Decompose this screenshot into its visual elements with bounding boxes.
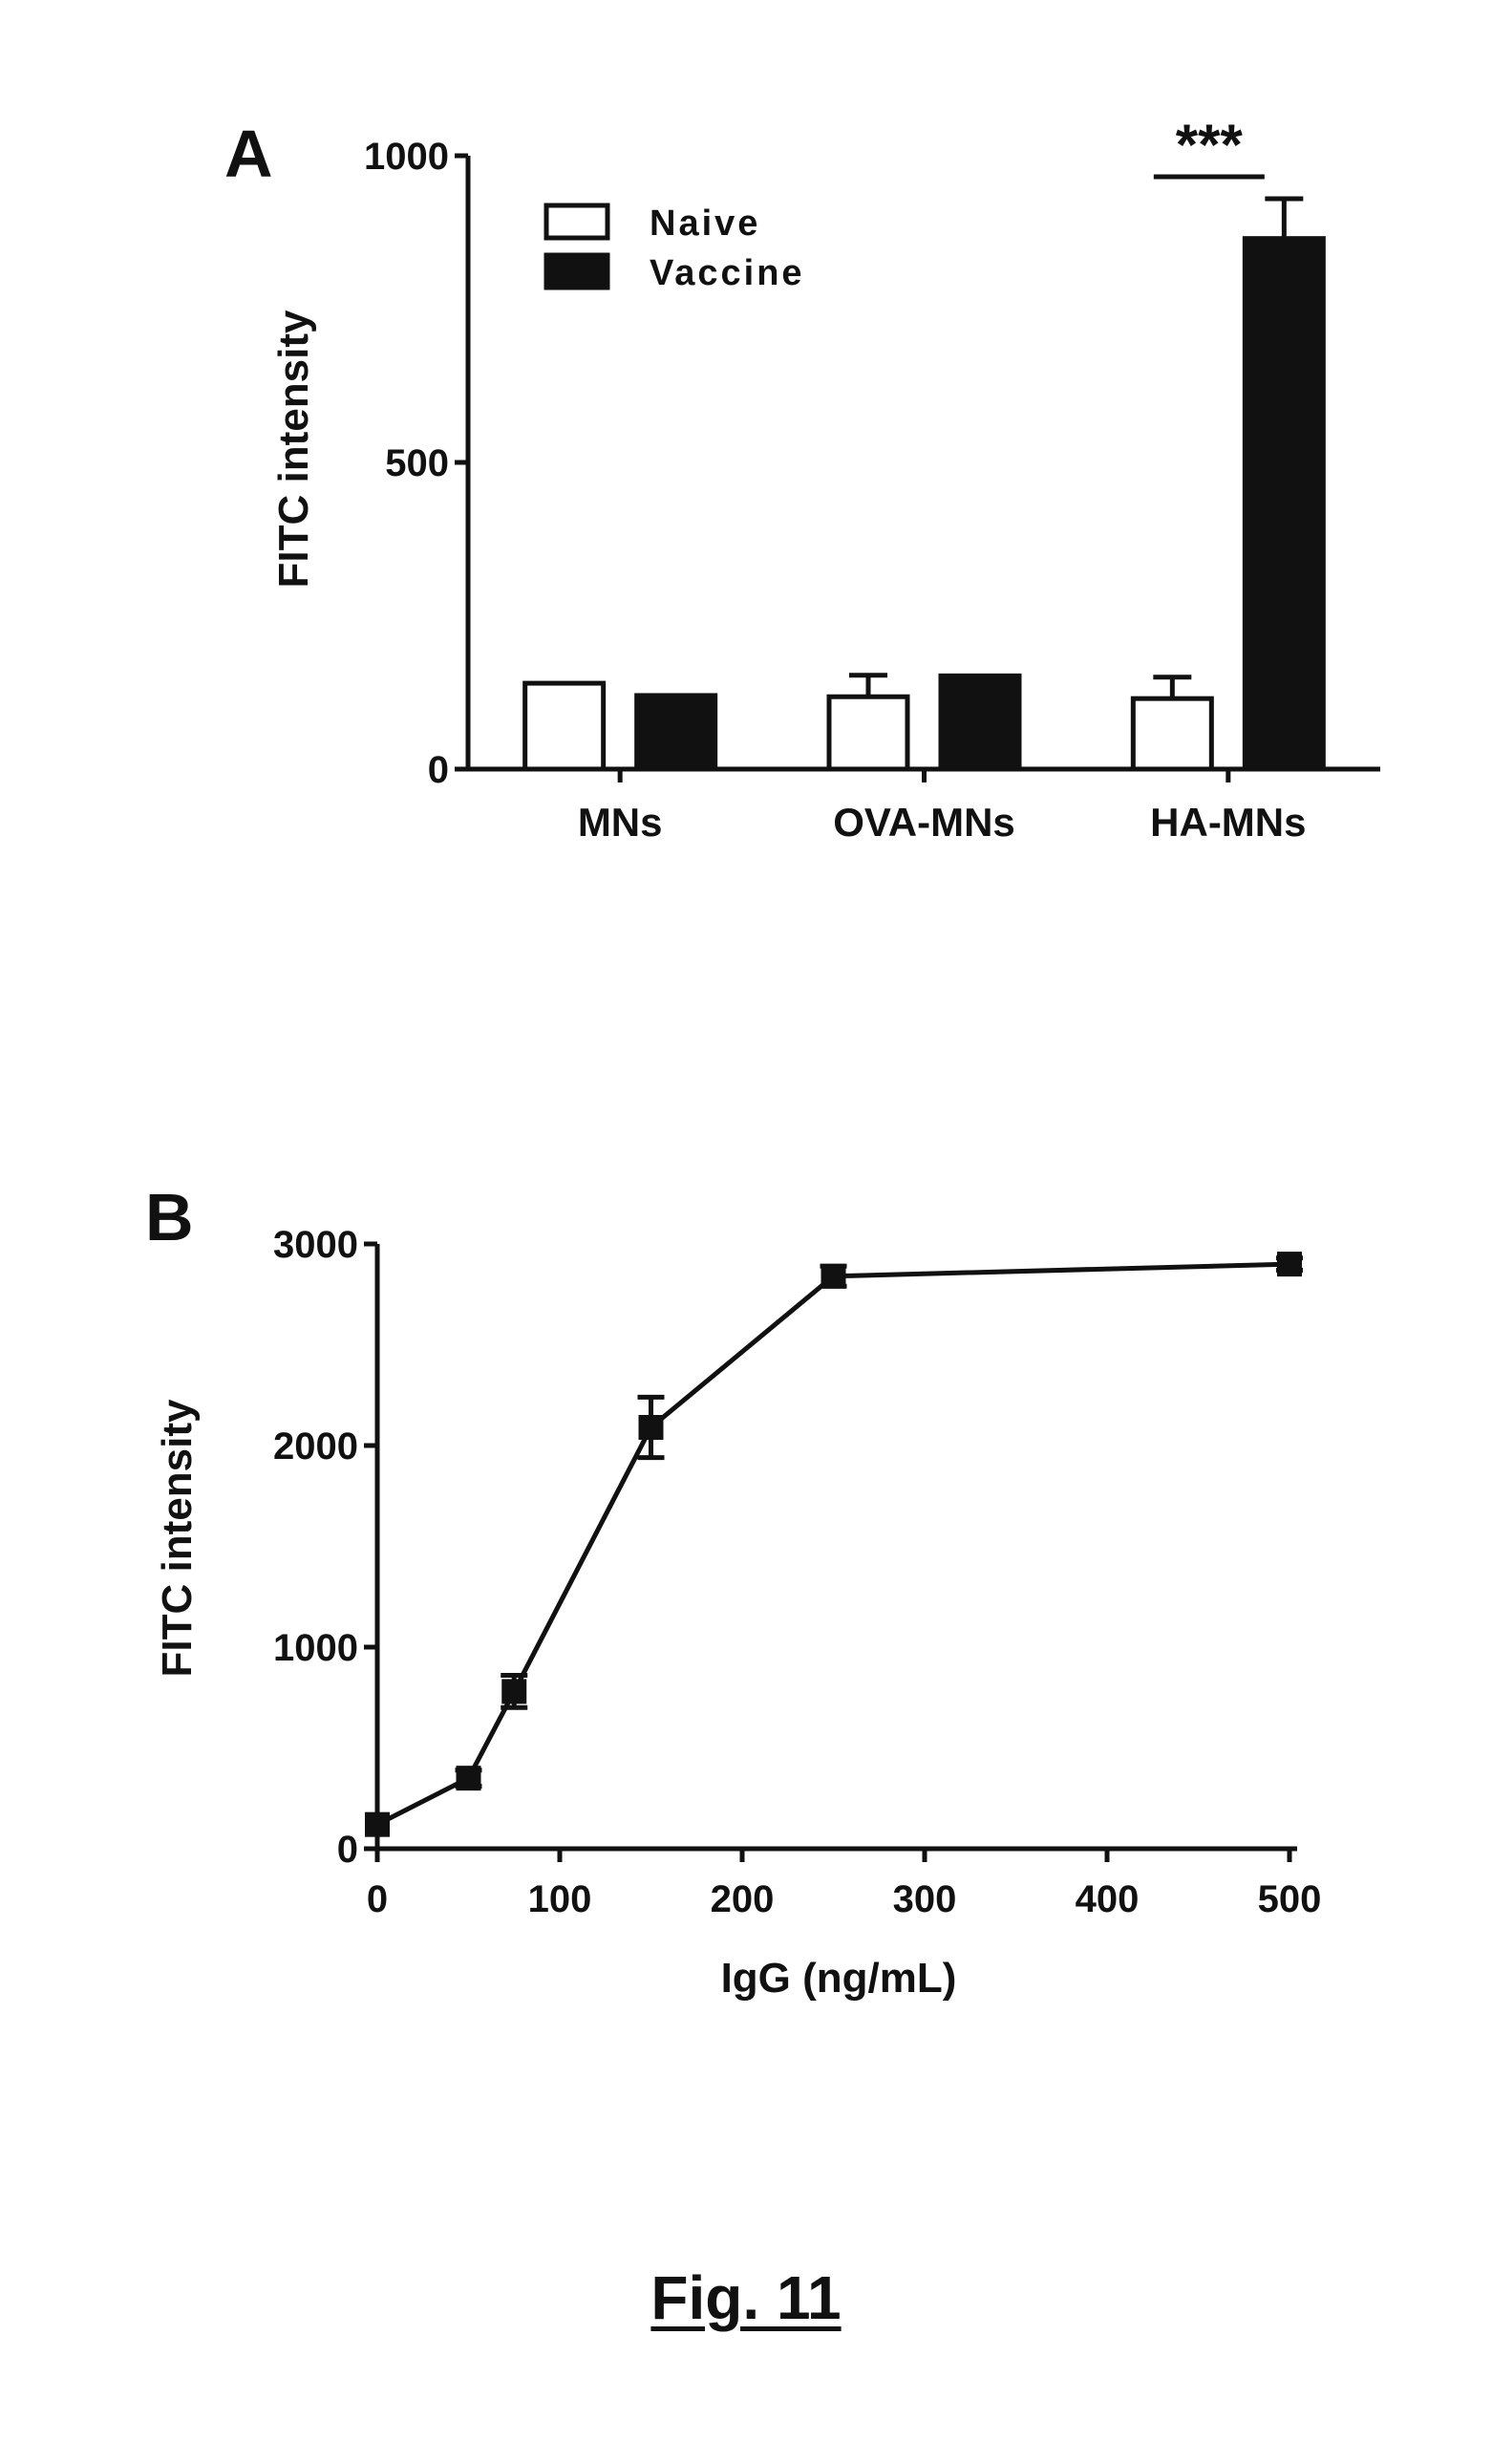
panel-b-data-point <box>639 1415 664 1440</box>
figure-caption: Fig. 11 <box>0 2262 1492 2333</box>
panel-a-y-tick-label: 0 <box>428 749 449 791</box>
panel-b-y-tick-label: 3000 <box>273 1224 358 1266</box>
panel-b-x-tick-label: 0 <box>367 1878 388 1920</box>
panel-b-x-tick-label: 200 <box>711 1878 775 1920</box>
panel-b-label: B <box>145 1180 194 1254</box>
panel-b-data-line <box>377 1264 1290 1825</box>
panel-b-x-tick-label: 500 <box>1258 1878 1322 1920</box>
panel-a-bar <box>525 683 604 769</box>
panel-a-x-tick-label: OVA-MNs <box>833 800 1015 845</box>
panel-a-bar <box>1133 698 1211 769</box>
figure-caption-text: Fig. 11 <box>650 2263 841 2332</box>
panel-b-x-tick-label: 400 <box>1076 1878 1140 1920</box>
panel-a-bar <box>1245 239 1323 769</box>
panel-a-y-tick-label: 500 <box>385 442 449 484</box>
panel-a-bar <box>941 675 1019 769</box>
panel-a-bar <box>637 696 715 769</box>
panel-b-x-tick-label: 100 <box>528 1878 592 1920</box>
panel-a-legend-label: Naive <box>650 204 760 244</box>
panel-a-y-axis-label: FITC intensity <box>270 310 317 588</box>
panel-b-data-point <box>1277 1252 1302 1276</box>
chart-panel-b: B FITC intensity IgG (ng/mL) 01000200030… <box>145 1180 1321 2002</box>
panel-a-legend-swatch <box>546 205 607 238</box>
panel-b-y-axis-label: FITC intensity <box>154 1399 201 1677</box>
panel-a-y-tick-label: 1000 <box>364 136 449 178</box>
panel-a-significance-stars: *** <box>1176 113 1244 177</box>
panel-a-x-tick-label: HA-MNs <box>1150 800 1306 845</box>
chart-panel-a: A FITC intensity 0 500 1000 MNs OVA-MNs HA-MN… <box>224 113 1380 845</box>
panel-b-y-tick-label: 2000 <box>273 1425 358 1468</box>
panel-b-data-point <box>365 1812 390 1837</box>
panel-b-x-axis-label: IgG (ng/mL) <box>721 1955 957 2002</box>
panel-a-bar <box>829 696 907 769</box>
panel-a-label: A <box>224 117 273 191</box>
panel-b-data-point <box>501 1679 526 1703</box>
panel-b-data-point <box>457 1766 481 1790</box>
panel-b-y-tick-label: 0 <box>337 1829 358 1871</box>
panel-a-legend-swatch <box>546 255 607 288</box>
panel-b-data-point <box>821 1264 846 1289</box>
panel-b-x-tick-label: 300 <box>893 1878 957 1920</box>
panel-a-x-tick-label: MNs <box>578 800 663 845</box>
panel-b-y-tick-label: 1000 <box>273 1627 358 1669</box>
panel-a-legend-label: Vaccine <box>650 253 805 293</box>
